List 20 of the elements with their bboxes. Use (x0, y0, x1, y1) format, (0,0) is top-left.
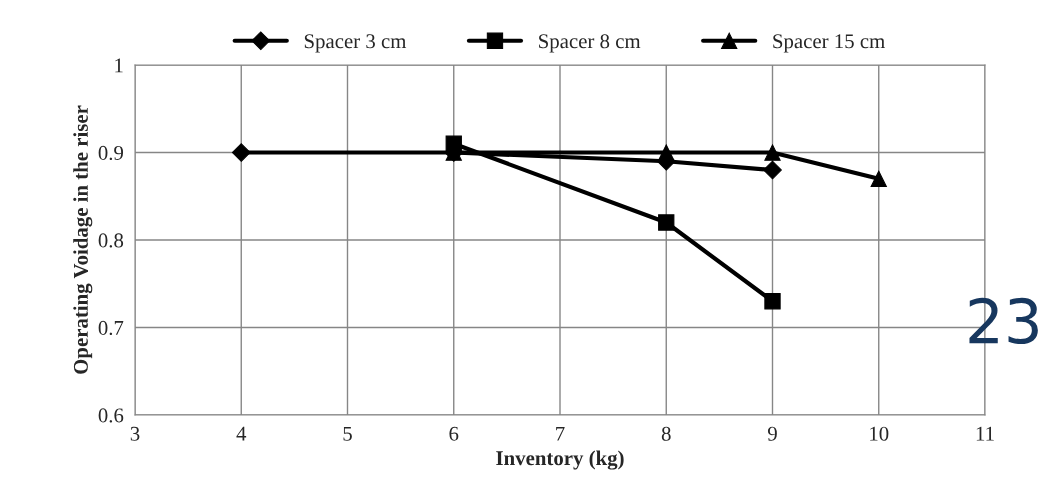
legend-label: Spacer 3 cm (304, 34, 407, 53)
y-tick-label: 0.7 (98, 320, 124, 336)
x-axis-title: Inventory (kg) (496, 450, 624, 470)
x-tick-label: 5 (343, 426, 352, 441)
x-tick-label: 8 (661, 426, 671, 441)
x-tick-label: 6 (449, 426, 459, 441)
x-tick-label: 7 (556, 426, 565, 441)
y-tick-label: 1 (115, 58, 123, 73)
annotation: 23 (969, 297, 1038, 345)
x-tick-label: 9 (767, 426, 777, 441)
x-tick-label: 3 (130, 426, 140, 441)
x-tick-label: 11 (976, 426, 994, 441)
y-tick-label: 0.8 (98, 233, 124, 248)
legend-label: Spacer 8 cm (539, 34, 641, 53)
x-tick-label: 4 (236, 426, 247, 441)
x-tick-label: 10 (870, 426, 889, 441)
y-tick-label: 0.6 (98, 408, 124, 423)
y-axis-title: Operating Voidage in the riser (73, 105, 93, 374)
legend-label: Spacer 15 cm (773, 34, 885, 53)
y-tick-label: 0.9 (98, 145, 124, 161)
